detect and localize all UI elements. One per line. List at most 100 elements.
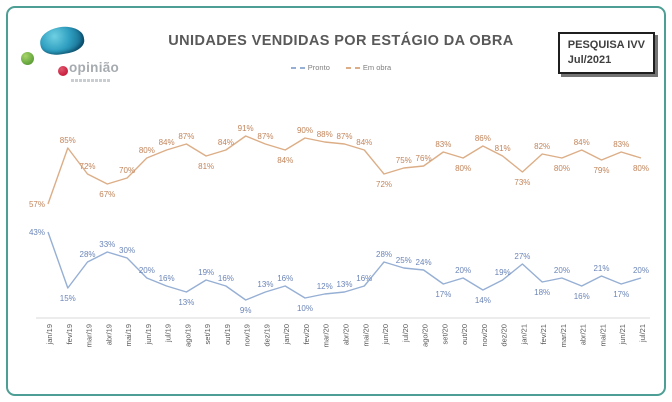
data-label: 84%	[574, 138, 590, 147]
data-label: 83%	[613, 140, 629, 149]
data-label: 86%	[475, 134, 491, 143]
data-label: 87%	[257, 132, 273, 141]
data-label: 72%	[80, 162, 96, 171]
x-axis-label: mar/20	[322, 324, 331, 347]
x-axis-label: set/19	[203, 324, 212, 344]
x-axis-label: jul/21	[638, 324, 647, 343]
data-label: 19%	[198, 268, 214, 277]
x-axis-label: dez/19	[262, 324, 271, 347]
chart-legend: Pronto Em obra	[130, 63, 552, 72]
data-label: 25%	[396, 256, 412, 265]
logo-wordmark: opinião	[69, 60, 120, 75]
data-label: 85%	[60, 136, 76, 145]
data-label: 84%	[218, 138, 234, 147]
x-axis-label: mar/21	[559, 324, 568, 347]
legend-item-pronto: Pronto	[290, 63, 330, 72]
data-label: 70%	[119, 166, 135, 175]
data-label: 17%	[435, 290, 451, 299]
data-label: 12%	[317, 282, 333, 291]
x-axis-label: jul/20	[401, 324, 410, 343]
data-label: 27%	[514, 252, 530, 261]
data-label: 28%	[80, 250, 96, 259]
x-axis-label: fev/21	[539, 324, 548, 344]
x-axis-label: nov/19	[243, 324, 252, 347]
data-label: 13%	[178, 298, 194, 307]
x-axis-label: fev/20	[302, 324, 311, 344]
data-label: 16%	[159, 274, 175, 283]
x-axis-label: jan/19	[45, 324, 54, 345]
data-label: 33%	[99, 240, 115, 249]
data-label: 24%	[416, 258, 432, 267]
data-label: 87%	[336, 132, 352, 141]
legend-dash-icon	[290, 66, 296, 69]
logo-green-dot-icon	[21, 52, 34, 65]
data-label: 16%	[218, 274, 234, 283]
x-axis-label: mai/21	[598, 324, 607, 347]
pronto-line	[47, 231, 642, 301]
chart-title: UNIDADES VENDIDAS POR ESTÁGIO DA OBRA	[168, 33, 514, 49]
data-label: 91%	[238, 124, 254, 133]
opiniao-logo: opinião	[18, 22, 128, 94]
page-border	[6, 6, 666, 396]
x-axis-label: abr/20	[342, 324, 351, 345]
data-label: 19%	[495, 268, 511, 277]
x-axis-label: jun/19	[144, 324, 153, 345]
x-axis-label: mai/20	[361, 324, 370, 347]
data-label: 75%	[396, 156, 412, 165]
legend-dash-icon	[345, 66, 351, 69]
data-label: 28%	[376, 250, 392, 259]
survey-badge-line2: Jul/2021	[567, 53, 612, 66]
x-axis-label: ago/20	[421, 324, 430, 347]
data-label: 81%	[198, 162, 214, 171]
data-label: 80%	[139, 146, 155, 155]
data-label: 80%	[455, 164, 471, 173]
x-axis-label: abr/21	[579, 324, 588, 345]
x-axis-label: jan/21	[519, 324, 528, 345]
data-label: 67%	[99, 190, 115, 199]
survey-badge: PESQUISA IVV Jul/2021	[557, 32, 655, 74]
data-label: 73%	[514, 178, 530, 187]
data-label: 10%	[297, 304, 313, 313]
legend-label: Em obra	[362, 63, 392, 72]
data-label: 20%	[139, 266, 155, 275]
data-label: 9%	[240, 306, 252, 315]
data-label: 21%	[593, 264, 609, 273]
data-label: 20%	[633, 266, 649, 275]
data-label: 15%	[60, 294, 76, 303]
data-label: 84%	[159, 138, 175, 147]
data-label: 88%	[317, 130, 333, 139]
em-obra-line	[47, 135, 642, 205]
legend-dash-icon	[354, 66, 360, 69]
x-axis-label: nov/20	[480, 324, 489, 347]
data-label: 76%	[416, 154, 432, 163]
x-axis-label: jun/21	[618, 324, 627, 345]
logo-tagline	[71, 79, 111, 82]
data-label: 18%	[534, 288, 550, 297]
data-label: 79%	[593, 166, 609, 175]
x-axis-label: out/19	[223, 324, 232, 345]
x-axis-label: abr/19	[104, 324, 113, 345]
legend-label: Pronto	[307, 63, 330, 72]
x-axis-label: jul/19	[164, 324, 173, 343]
data-label: 13%	[257, 280, 273, 289]
data-label: 80%	[554, 164, 570, 173]
legend-item-em-obra: Em obra	[345, 63, 392, 72]
data-label: 30%	[119, 246, 135, 255]
data-label: 20%	[455, 266, 471, 275]
data-label: 90%	[297, 126, 313, 135]
x-axis-label: mar/19	[85, 324, 94, 347]
data-label: 16%	[574, 292, 590, 301]
x-axis-label: jan/20	[282, 324, 291, 345]
data-label: 43%	[29, 228, 45, 237]
data-label: 57%	[29, 200, 45, 209]
data-label: 16%	[356, 274, 372, 283]
data-label: 87%	[178, 132, 194, 141]
survey-badge-line1: PESQUISA IVV	[567, 39, 645, 51]
data-label: 13%	[336, 280, 352, 289]
data-label: 80%	[633, 164, 649, 173]
x-axis-label: ago/19	[183, 324, 192, 347]
data-label: 84%	[277, 156, 293, 165]
legend-dash-icon	[299, 66, 305, 69]
